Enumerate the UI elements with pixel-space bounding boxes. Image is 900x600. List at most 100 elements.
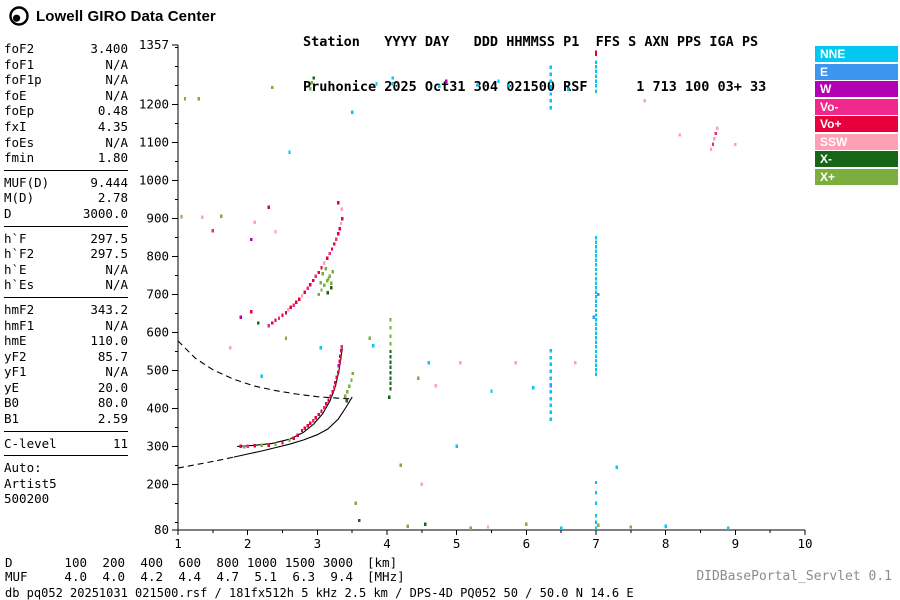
parameter-label: hmF1: [4, 317, 35, 333]
echo-point: [281, 313, 284, 318]
echo-point: [335, 375, 338, 379]
parameter-label: fxI: [4, 118, 27, 134]
legend-item-vo: Vo-: [815, 98, 898, 115]
parameter-label: MUF(D): [4, 174, 50, 190]
echo-point: [476, 83, 479, 87]
parameter-row-foe: foE N/A: [4, 88, 128, 104]
echo-point: [346, 390, 349, 394]
echo-point: [727, 526, 730, 530]
echo-point: [246, 444, 249, 448]
echo-point: [292, 436, 295, 440]
echo-point: [549, 349, 552, 353]
echo-point: [594, 50, 598, 54]
echo-point: [296, 433, 299, 437]
echo-point: [351, 371, 355, 376]
muf-value: 4.4: [178, 569, 201, 584]
x-tick-label: 3: [314, 536, 322, 551]
echo-point: [345, 399, 348, 403]
echo-point: [354, 501, 357, 506]
echo-point: [340, 344, 343, 349]
echo-point: [594, 526, 598, 530]
echo-point: [469, 526, 472, 530]
parameter-value: 297.5: [90, 230, 128, 246]
echo-point: [573, 361, 577, 365]
record-status-line: db pq052 20251031 021500.rsf / 181fx512h…: [5, 586, 634, 600]
echo-point: [596, 292, 600, 297]
autoscaling-info-line: Auto:: [4, 460, 42, 476]
echo-point: [339, 354, 342, 358]
parameter-value: 85.7: [97, 348, 128, 364]
parameter-row-fmin: fmin 1.80: [4, 150, 128, 166]
echo-point: [594, 349, 598, 354]
echo-point: [594, 331, 598, 335]
parameter-value: N/A: [105, 364, 128, 380]
echo-point: [549, 410, 552, 414]
echo-point: [331, 390, 334, 394]
parameter-row-fof1: foF1 N/A: [4, 57, 128, 73]
echo-point: [317, 270, 320, 275]
echo-point: [713, 137, 716, 141]
echo-point: [340, 207, 343, 211]
echo-point: [320, 288, 323, 292]
echo-point: [594, 358, 598, 363]
echo-point: [549, 376, 552, 380]
echo-point: [391, 76, 394, 80]
echo-point: [549, 65, 552, 70]
echo-point: [303, 426, 306, 430]
parameter-value: N/A: [105, 317, 128, 333]
echo-point: [300, 428, 304, 433]
echo-point: [197, 97, 201, 101]
parameter-label: hmF2: [4, 301, 35, 317]
echo-point: [332, 385, 336, 389]
echo-point: [389, 317, 392, 322]
echo-point: [490, 389, 493, 394]
parameter-row-md: M(D) 2.78: [4, 190, 128, 206]
echo-point: [594, 267, 598, 272]
parameter-value: 3000.0: [82, 205, 128, 221]
parameter-label: hmE: [4, 333, 27, 349]
y-tick-label: 1000: [139, 173, 169, 188]
axes: [172, 44, 806, 535]
echo-point: [306, 424, 309, 428]
echo-point: [594, 327, 598, 331]
muf-unit: [MHz]: [367, 569, 405, 584]
echo-point: [594, 64, 598, 69]
echo-point: [351, 110, 354, 114]
lowell-giro-logo: Lowell GIRO Data Center: [8, 5, 216, 27]
echo-point: [594, 313, 598, 317]
echo-point: [594, 345, 598, 349]
parameter-row-mufd: MUF(D) 9.444: [4, 175, 128, 191]
legend-item-nne: NNE: [815, 46, 898, 62]
parameter-label: foF2: [4, 41, 35, 56]
echo-point: [716, 126, 719, 130]
echo-point: [309, 421, 312, 425]
echo-point: [389, 326, 392, 330]
echo-point: [211, 229, 214, 233]
echo-point: [267, 443, 270, 447]
echo-point: [594, 501, 598, 506]
parameter-row-fof1p: foF1p N/A: [4, 72, 128, 88]
echo-point: [594, 290, 598, 294]
parameter-row-yf2: yF2 85.7: [4, 349, 128, 365]
echo-point: [321, 271, 325, 276]
echo-point: [260, 443, 263, 447]
echo-point: [328, 274, 332, 278]
parameter-row-hme: hmE 110.0: [4, 333, 128, 349]
logo-text: Lowell GIRO Data Center: [36, 7, 216, 25]
parameter-value: 297.5: [90, 246, 128, 262]
echo-point: [286, 308, 290, 312]
echo-point: [324, 267, 327, 271]
echo-point: [594, 83, 598, 88]
parameter-row-yf1: yF1 N/A: [4, 364, 128, 380]
echo-point: [549, 85, 552, 89]
echo-point: [389, 349, 392, 354]
distance-value: 800: [216, 555, 239, 570]
parameter-row-clevel: C-level 11: [4, 436, 128, 452]
echo-point: [549, 396, 552, 401]
distance-label: D: [5, 555, 13, 570]
echo-point: [309, 283, 312, 287]
echo-point: [243, 445, 246, 449]
parameter-row-foes: foEs N/A: [4, 135, 128, 151]
echo-point: [329, 394, 332, 398]
echo-point: [594, 372, 598, 376]
